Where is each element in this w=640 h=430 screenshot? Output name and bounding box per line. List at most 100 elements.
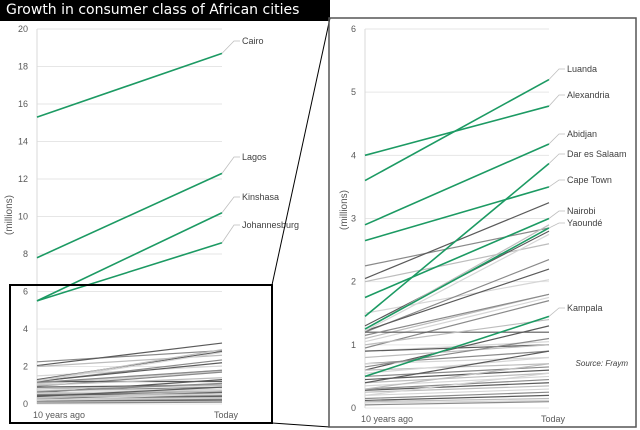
y-tick-label: 8	[23, 249, 28, 259]
source-note: Source: Fraym	[576, 359, 629, 368]
y-tick-label: 6	[351, 24, 356, 34]
city-line-alexandria	[364, 105, 550, 157]
city-label: Cairo	[242, 36, 264, 46]
other-city-line	[364, 356, 550, 374]
other-city-line	[364, 372, 550, 396]
label-leader-line	[548, 68, 565, 80]
city-label: Luanda	[567, 64, 597, 74]
y-tick-label: 4	[23, 324, 28, 334]
label-leader-line	[221, 196, 240, 213]
city-line-johannesburg	[36, 241, 223, 302]
label-leader-line	[548, 153, 565, 164]
other-city-line	[36, 390, 223, 399]
label-leader-line	[548, 222, 565, 229]
label-leader-line	[221, 224, 240, 243]
y-tick-label: 18	[18, 62, 28, 72]
other-city-line	[36, 351, 223, 382]
y-tick-label: 2	[23, 362, 28, 372]
other-city-line	[364, 372, 550, 384]
x-tick-label: 10 years ago	[361, 414, 413, 424]
other-city-line	[364, 268, 550, 332]
city-label: Lagos	[242, 152, 267, 162]
city-label: Johannesburg	[242, 220, 299, 230]
other-city-line	[364, 391, 550, 400]
y-tick-label: 14	[18, 137, 28, 147]
other-city-line	[364, 401, 550, 406]
y-tick-label: 4	[351, 150, 356, 160]
zoom-connector-line	[271, 422, 331, 428]
city-label: Cape Town	[567, 175, 612, 185]
other-city-line	[36, 393, 223, 401]
city-line-dar-es-salaam	[364, 162, 550, 318]
label-leader-line	[221, 40, 240, 54]
other-city-line	[36, 342, 223, 367]
city-label: Alexandria	[567, 90, 610, 100]
city-label: Kampala	[567, 303, 603, 313]
label-leader-line	[548, 210, 565, 219]
zoom-connector-line	[271, 17, 331, 286]
other-city-line	[364, 296, 550, 343]
other-city-line	[364, 344, 550, 352]
y-tick-label: 3	[351, 214, 356, 224]
city-line-kampala	[364, 315, 550, 378]
other-city-line	[364, 350, 550, 384]
other-city-line	[364, 394, 550, 402]
other-city-line	[364, 293, 550, 336]
city-line-yaoundé	[364, 227, 550, 330]
other-city-line	[36, 397, 223, 401]
label-leader-line	[548, 179, 565, 188]
zoom-panel-border	[328, 17, 637, 428]
y-tick-label: 5	[351, 87, 356, 97]
other-city-line	[36, 349, 223, 363]
y-axis-label: (millions)	[339, 190, 350, 230]
other-city-line	[36, 398, 223, 402]
other-city-line	[364, 399, 550, 404]
other-city-line	[36, 349, 223, 382]
label-leader-line	[548, 94, 565, 107]
other-city-line	[36, 382, 223, 393]
other-city-line	[364, 337, 550, 368]
city-line-cairo	[36, 52, 223, 118]
other-city-line	[36, 362, 223, 382]
city-label: Abidjan	[567, 129, 597, 139]
label-leader-line	[221, 156, 240, 174]
x-tick-label: 10 years ago	[33, 410, 85, 420]
city-label: Kinshasa	[242, 192, 279, 202]
y-tick-label: 6	[23, 287, 28, 297]
other-city-line	[36, 401, 223, 404]
y-tick-label: 12	[18, 174, 28, 184]
label-leader-line	[548, 307, 565, 317]
y-tick-label: 0	[23, 399, 28, 409]
city-label: Nairobi	[567, 206, 596, 216]
chart-title: Growth in consumer class of African citi…	[6, 2, 300, 18]
label-leader-line	[548, 133, 565, 145]
other-city-line	[364, 363, 550, 390]
x-tick-label: Today	[541, 414, 566, 424]
other-city-line	[36, 386, 223, 398]
other-city-line	[364, 382, 550, 391]
y-tick-label: 20	[18, 24, 28, 34]
city-line-nairobi	[364, 217, 550, 299]
city-label: Yaoundé	[567, 218, 602, 228]
y-tick-label: 2	[351, 277, 356, 287]
zoom-region-box	[9, 284, 273, 424]
city-line-kinshasa	[36, 212, 223, 302]
y-tick-label: 16	[18, 99, 28, 109]
y-tick-label: 0	[351, 403, 356, 413]
y-tick-label: 10	[18, 212, 28, 222]
other-city-line	[36, 395, 223, 400]
other-city-line	[364, 318, 550, 346]
other-city-line	[364, 227, 550, 267]
other-city-line	[36, 377, 223, 386]
title-bar: Growth in consumer class of African citi…	[0, 0, 330, 21]
city-label: Dar es Salaam	[567, 149, 627, 159]
city-line-cape-town	[364, 186, 550, 242]
city-line-abidjan	[364, 143, 550, 226]
other-city-line	[364, 344, 550, 359]
y-axis-label: (millions)	[4, 195, 15, 235]
other-city-line	[364, 388, 550, 396]
other-city-line	[36, 370, 223, 385]
city-line-lagos	[36, 172, 223, 259]
